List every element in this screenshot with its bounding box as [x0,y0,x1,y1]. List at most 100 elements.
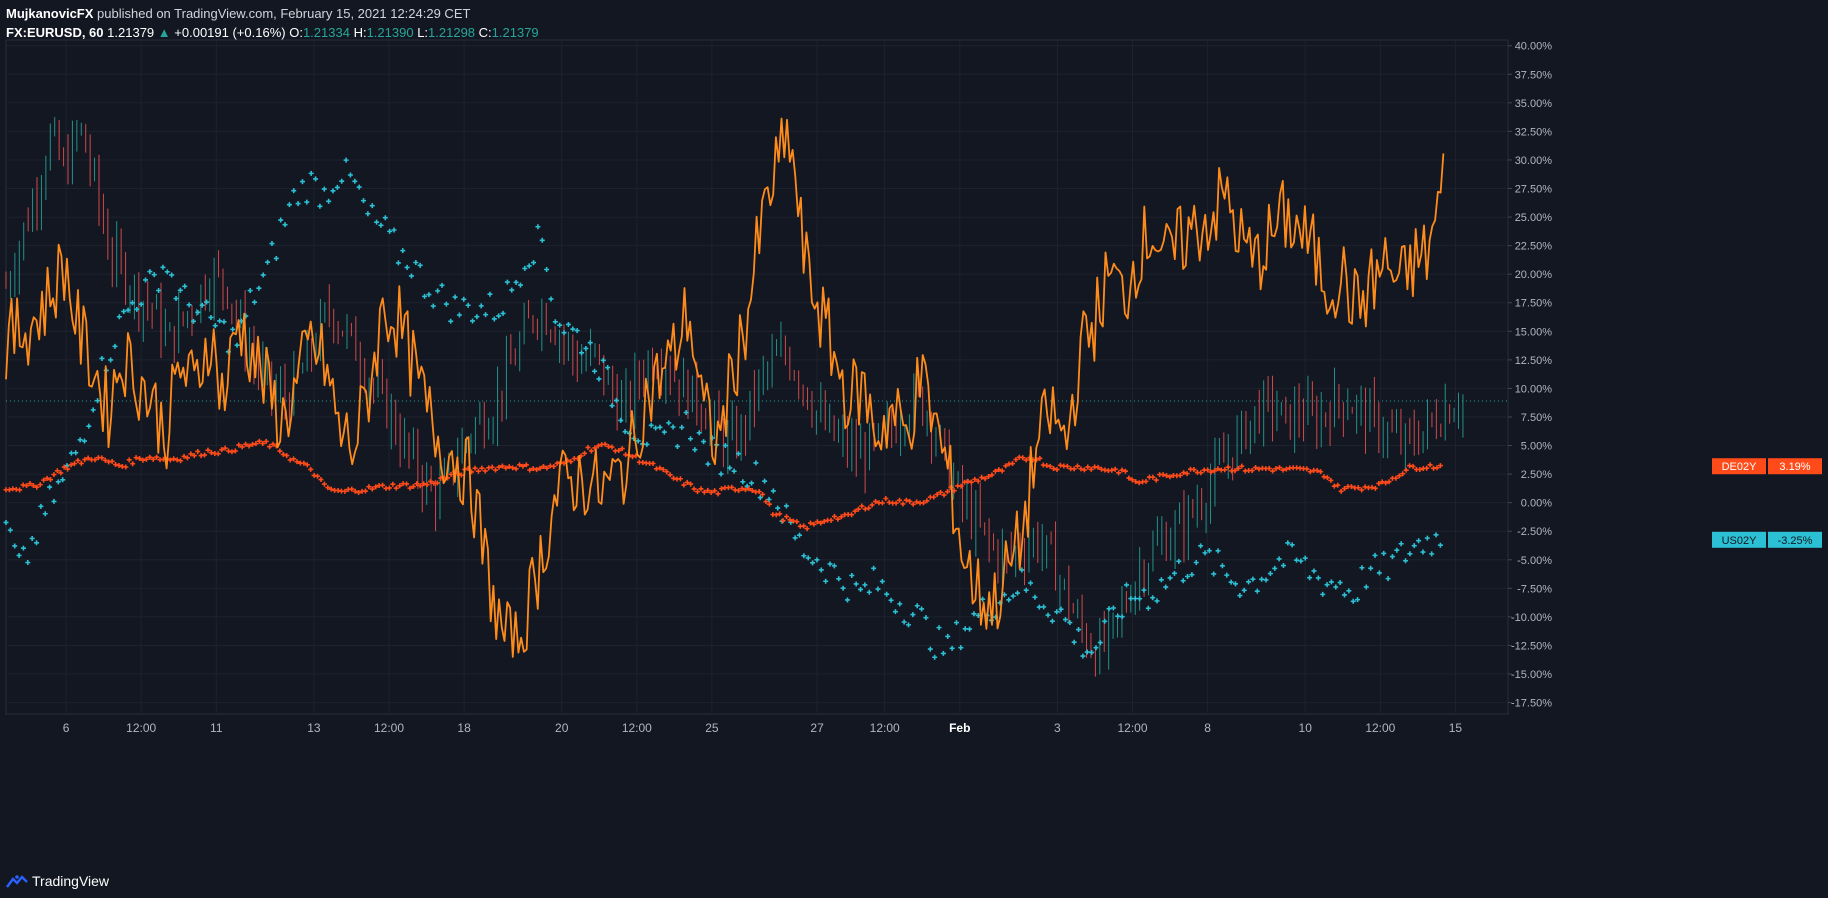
de02y-marker [41,477,47,483]
us02y-marker [1097,640,1103,646]
de02y-marker [386,485,392,491]
de02y-marker [677,476,683,482]
de02y-marker [667,472,673,478]
de02y-marker [256,438,262,444]
us02y-marker [68,450,74,456]
us02y-marker [1389,554,1395,560]
us02y-marker [343,157,349,163]
de02y-marker [551,463,557,469]
us02y-marker [1285,540,1291,546]
author-name[interactable]: MujkanovicFX [6,6,94,21]
de02y-marker [756,489,762,495]
us02y-marker [853,581,859,587]
change-arrow-icon: ▲ [157,25,171,40]
us02y-marker [775,505,781,511]
us02y-marker [1185,573,1191,579]
us02y-marker [1263,577,1269,583]
de02y-marker [222,445,228,451]
de02y-marker [1150,474,1156,480]
us02y-marker [387,228,393,234]
de02y-marker [6,487,12,493]
y-tick-label: -15.00% [1511,669,1552,681]
us02y-marker [470,318,476,324]
us02y-marker [757,495,763,501]
de02y-marker [1211,468,1217,474]
us02y-marker [313,176,319,182]
us02y-marker [544,267,550,273]
us02y-marker [613,397,619,403]
de02y-marker [746,486,752,492]
de02y-marker [267,444,273,450]
de02y-marker [801,523,807,529]
de02y-marker [1044,463,1050,469]
us02y-marker [1076,627,1082,633]
us02y-marker [740,479,746,485]
de02y-marker [174,457,180,463]
footer-brand[interactable]: TradingView [6,870,109,892]
de02y-marker [51,472,57,478]
us02y-marker [718,471,724,477]
x-tick-label: 12:00 [126,721,156,735]
de02y-marker [780,518,786,524]
price-change: +0.00191 (+0.16%) [174,25,286,40]
us02y-marker [1254,588,1260,594]
de02y-marker [873,498,879,504]
us02y-marker [696,430,702,436]
us02y-marker [3,519,9,525]
us02y-marker [382,215,388,221]
us02y-marker [116,314,122,320]
us02y-label: US02Y -3.25% [1712,531,1822,548]
us02y-marker [487,291,493,297]
de02y-marker [130,461,136,467]
de02y-marker [362,488,368,494]
us02y-marker [361,198,367,204]
us02y-marker [129,300,135,306]
de02y-marker [592,445,598,451]
de02y-marker [71,461,77,467]
us02y-marker [221,319,227,325]
de02y-marker [695,489,701,495]
de02y-marker [996,467,1002,473]
us02y-marker [25,560,31,566]
us02y-marker [1141,587,1147,593]
de02y-marker [544,465,550,471]
de02y-marker [448,471,454,477]
de02y-marker [123,464,129,470]
us02y-marker [701,439,707,445]
symbol-label[interactable]: FX:EURUSD, 60 [6,25,104,40]
chart-header: MujkanovicFX published on TradingView.co… [6,4,539,44]
de02y-marker [859,503,865,509]
de02y-marker [784,514,790,520]
us02y-marker [1180,578,1186,584]
us02y-marker [1215,548,1221,554]
us02y-marker [112,343,118,349]
de02y-marker [736,488,742,494]
us02y-marker [291,188,297,194]
de02y-marker [742,487,748,493]
us02y-marker [1224,572,1230,578]
grid-lines [5,39,1509,715]
de02y-marker [1037,455,1043,461]
us02y-marker [269,241,275,247]
de02y-marker [777,511,783,517]
orange-line-series [5,117,1445,658]
us02y-marker [1250,576,1256,582]
y-tick-label: 17.50% [1515,298,1553,310]
us02y-marker [195,309,201,315]
de02y-marker [58,470,64,476]
us02y-marker [1206,548,1212,554]
de02y-marker [968,479,974,485]
us02y-value-box [1768,531,1822,548]
us02y-marker [304,199,310,205]
us02y-marker [1420,549,1426,555]
us02y-marker [561,330,567,336]
us02y-marker [666,420,672,426]
us02y-marker [1398,541,1404,547]
de02y-marker [1064,463,1070,469]
de02y-marker [1417,466,1423,472]
us02y-marker [299,179,305,185]
de02y-marker [1047,463,1053,469]
open-value: 1.21334 [302,25,350,40]
de02y-marker [688,481,694,487]
